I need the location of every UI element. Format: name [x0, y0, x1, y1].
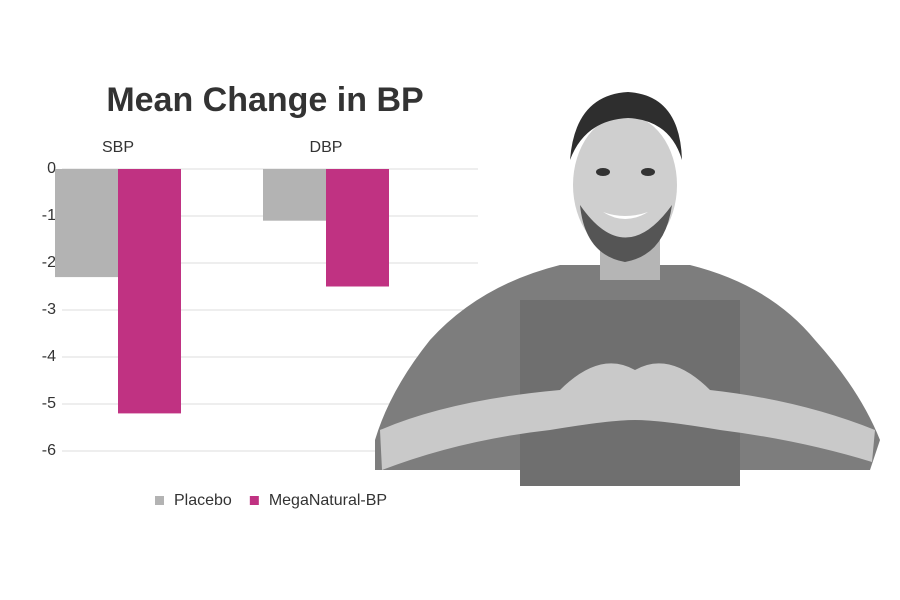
legend-label: MegaNatural-BP [269, 492, 387, 509]
photo [375, 92, 880, 486]
bar [263, 169, 326, 221]
bar [118, 169, 181, 414]
x-tick-label: SBP [102, 139, 134, 156]
y-tick-label: -3 [42, 301, 56, 318]
legend-swatch [155, 496, 164, 505]
y-tick-label: -6 [42, 442, 56, 459]
bar [55, 169, 118, 278]
legend-swatch [249, 496, 259, 505]
y-tick-label: -4 [42, 348, 56, 365]
legend-label: Placebo [174, 492, 232, 509]
y-tick-label: 0 [47, 160, 56, 177]
x-tick-label: DBP [310, 139, 343, 156]
bar [326, 169, 389, 287]
chart-title: Mean Change in BP [106, 81, 423, 119]
y-tick-label: -5 [42, 395, 56, 412]
y-tick-label: -2 [42, 254, 56, 271]
y-tick-label: -1 [42, 207, 56, 224]
